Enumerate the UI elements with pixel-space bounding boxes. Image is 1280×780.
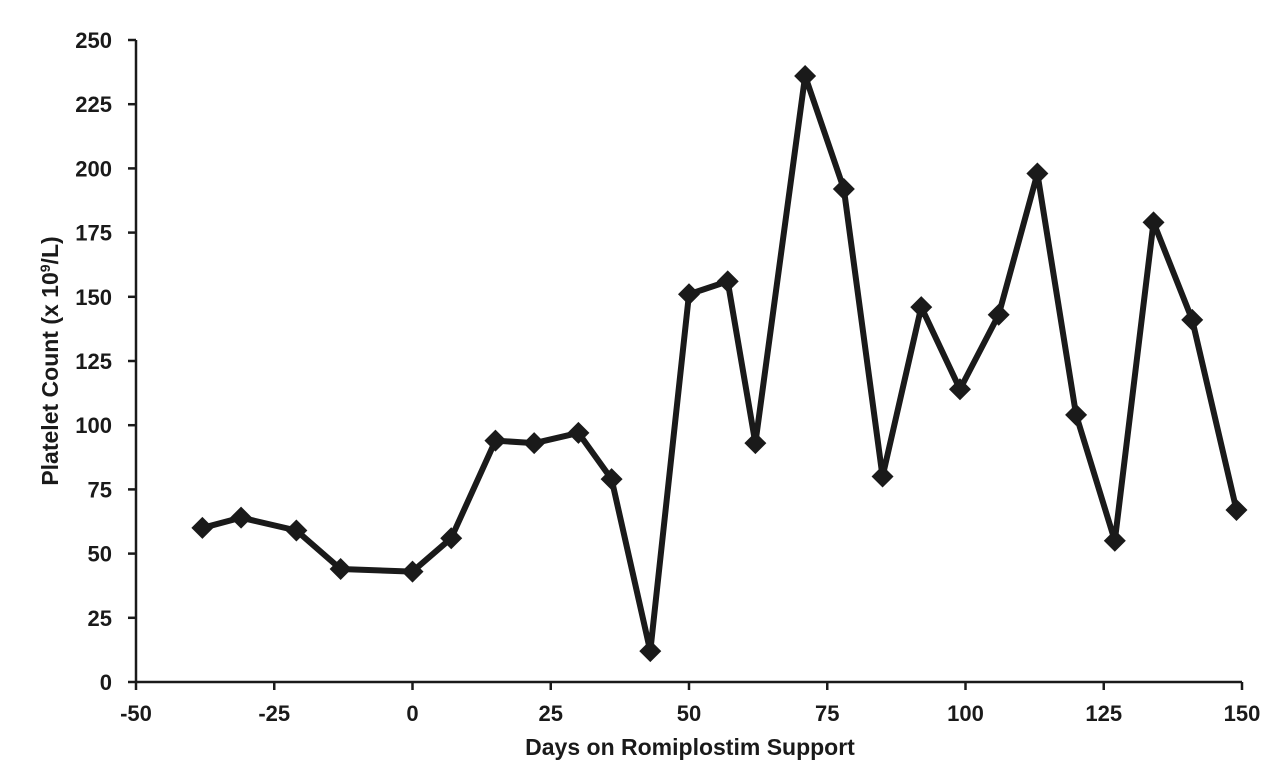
y-tick-label: 225 [75, 92, 112, 117]
y-tick-label: 200 [75, 156, 112, 181]
data-point-marker [285, 519, 308, 542]
x-tick-label: 25 [539, 701, 563, 726]
y-axis-title-sup: 9 [37, 264, 53, 272]
x-tick-label: 0 [406, 701, 418, 726]
y-axis-title-main: Platelet Count (x 10 [37, 272, 63, 485]
y-tick-label: 100 [75, 413, 112, 438]
y-tick-label: 250 [75, 28, 112, 53]
y-tick-label: 25 [88, 606, 112, 631]
x-tick-label: 100 [947, 701, 984, 726]
data-point-marker [832, 177, 855, 200]
data-point-marker [948, 378, 971, 401]
data-point-marker [440, 527, 463, 550]
data-point-marker [1142, 211, 1165, 234]
data-point-marker [1225, 498, 1248, 521]
data-point-marker [1065, 403, 1088, 426]
y-tick-label: 0 [100, 670, 112, 695]
data-point-marker [230, 506, 253, 529]
x-tick-label: 150 [1224, 701, 1261, 726]
y-tick-label: 50 [88, 542, 112, 567]
axes [128, 38, 1244, 690]
data-point-marker [484, 429, 507, 452]
y-tick-label: 125 [75, 349, 112, 374]
data-point-marker [600, 468, 623, 491]
x-tick-label: 50 [677, 701, 701, 726]
data-point-marker [1181, 308, 1204, 331]
data-point-marker [523, 432, 546, 455]
data-point-marker [871, 465, 894, 488]
data-point-marker [910, 296, 933, 319]
y-axis-title-tail: /L) [37, 236, 63, 264]
x-tick-label: -50 [120, 701, 152, 726]
data-point-marker [987, 303, 1010, 326]
data-point-marker [678, 283, 700, 306]
data-point-marker [401, 560, 424, 583]
y-axis-title: Platelet Count (x 109/L) [37, 236, 63, 485]
data-point-marker [1026, 162, 1049, 185]
data-point-marker [567, 421, 590, 444]
x-tick-label: 75 [815, 701, 839, 726]
data-point-marker [1103, 529, 1126, 552]
y-tick-label: 150 [75, 285, 112, 310]
data-point-marker [794, 64, 817, 87]
x-tick-label: -25 [258, 701, 290, 726]
data-point-marker [716, 270, 739, 293]
x-tick-label: 125 [1085, 701, 1122, 726]
y-tick-label: 175 [75, 221, 112, 246]
series-line [201, 72, 1240, 655]
y-tick-labels: 0 25 50 75 100 125 150 175 200 225 250 [75, 28, 112, 695]
data-point-marker [744, 432, 767, 455]
x-tick-labels: -50 -25 0 25 50 75 100 125 150 [120, 701, 1260, 726]
data-point-marker [191, 516, 214, 539]
series-group [191, 64, 1248, 663]
data-point-marker [639, 640, 662, 663]
x-axis-title: Days on Romiplostim Support [525, 734, 855, 760]
y-tick-label: 75 [88, 477, 112, 502]
data-point-marker [329, 558, 352, 581]
